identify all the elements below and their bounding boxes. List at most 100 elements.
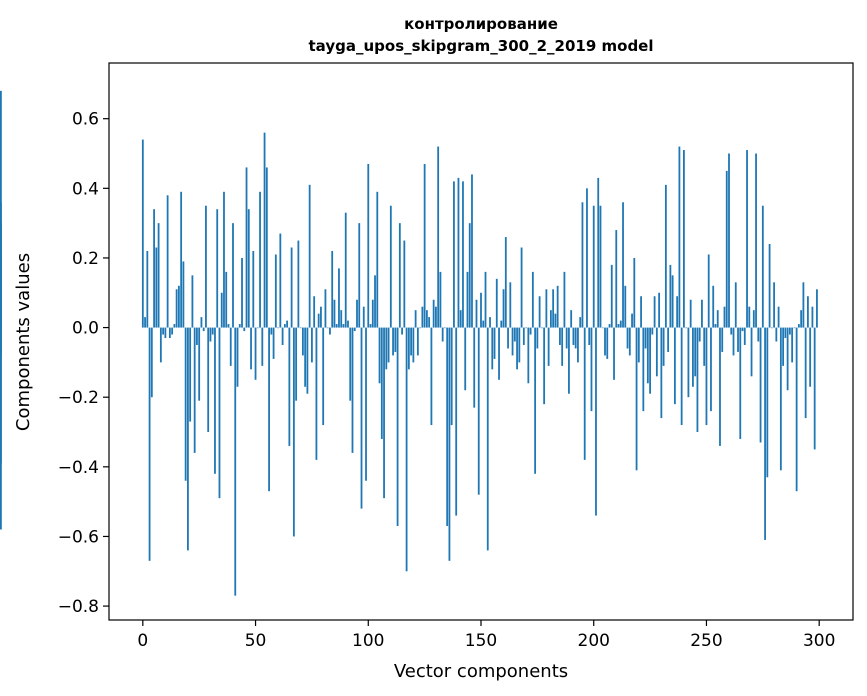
bar-component-153: [486, 327, 489, 551]
bar-component-256: [719, 327, 721, 446]
bar-component-247: [698, 327, 701, 342]
bar-component-296: [809, 327, 812, 387]
bar-component-214: [624, 285, 627, 328]
bar-component-135: [446, 327, 449, 527]
bar-component-157: [495, 278, 498, 328]
bar-component-251: [707, 254, 710, 328]
bar-component-101: [369, 324, 372, 328]
bar-component-115: [401, 327, 403, 335]
bar-component-164: [511, 327, 514, 356]
bar-component-259: [725, 170, 728, 328]
bar-component-240: [683, 150, 685, 328]
bar-component-244: [692, 327, 694, 387]
bar-component-97: [360, 327, 363, 509]
bar-component-40: [232, 223, 234, 328]
bar-component-190: [570, 310, 573, 328]
bar-component-64: [286, 320, 289, 328]
bar-component-264: [737, 327, 739, 352]
bar-component-77: [315, 327, 318, 460]
bar-component-198: [588, 327, 591, 345]
bar-component-255: [716, 310, 719, 328]
bar-component-170: [525, 327, 527, 329]
bar-component-102: [371, 299, 374, 328]
bar-component-130: [435, 306, 437, 328]
bar-component-150: [480, 292, 482, 328]
bar-component-2: [146, 250, 149, 328]
bar-component-78: [317, 313, 320, 328]
bar-component-221: [640, 296, 642, 328]
bar-component-151: [482, 320, 485, 328]
bar-component-92: [349, 327, 352, 401]
bar-component-19: [184, 327, 187, 481]
bar-component-68: [295, 327, 298, 401]
bar-component-70: [299, 327, 302, 329]
bar-component-177: [540, 327, 543, 329]
x-tick-label: 50: [245, 631, 267, 651]
bar-component-94: [353, 327, 356, 332]
bar-component-17: [180, 191, 183, 328]
bar-component-114: [398, 223, 401, 328]
bar-component-109: [387, 327, 390, 363]
bar-component-65: [288, 327, 291, 446]
bar-component-51: [256, 327, 259, 329]
x-tick-label: 150: [465, 631, 497, 651]
bar-component-162: [507, 327, 509, 349]
bar-component-172: [529, 327, 532, 335]
bar-component-74: [308, 184, 311, 328]
bar-component-31: [211, 327, 214, 335]
bar-component-73: [306, 327, 309, 394]
bar-component-105: [378, 327, 381, 384]
bar-component-226: [651, 327, 654, 335]
bar-component-252: [710, 327, 712, 412]
bar-component-67: [292, 327, 295, 537]
bar-component-143: [464, 327, 467, 391]
x-tick-label: 300: [803, 631, 835, 651]
x-tick-label: 100: [352, 631, 384, 651]
bar-component-62: [281, 327, 284, 345]
bar-component-201: [595, 327, 597, 516]
bar-component-167: [518, 327, 521, 363]
bar-component-127: [428, 317, 431, 328]
bar-component-87: [338, 268, 340, 328]
bar-component-140: [457, 177, 460, 328]
bar-component-131: [437, 146, 440, 328]
bar-component-285: [784, 327, 787, 339]
bar-component-42: [236, 327, 239, 387]
bar-component-227: [653, 296, 656, 328]
bar-component-100: [367, 163, 370, 328]
bar-component-243: [689, 299, 692, 328]
bar-component-63: [283, 324, 286, 328]
bar-component-21: [189, 327, 192, 422]
bar-component-271: [752, 310, 755, 328]
bar-component-228: [655, 327, 658, 377]
bar-component-272: [755, 153, 757, 328]
bar-component-224: [646, 327, 649, 384]
bar-component-239: [680, 327, 683, 426]
bar-component-106: [380, 327, 383, 439]
bar-component-14: [173, 324, 176, 328]
bar-component-206: [606, 327, 609, 359]
bar-component-246: [696, 327, 699, 433]
bar-component-32: [214, 327, 216, 474]
y-tick-label: 0.0: [72, 319, 99, 339]
bar-component-235: [671, 275, 674, 328]
bar-component-183: [554, 313, 557, 328]
bar-component-54: [263, 132, 266, 328]
bar-component-196: [583, 327, 586, 460]
bar-component-18: [182, 261, 185, 328]
bar-component-197: [586, 188, 588, 328]
bar-component-16: [177, 285, 180, 328]
bar-component-218: [633, 257, 636, 328]
bar-component-55: [265, 167, 268, 328]
bar-component-35: [220, 292, 223, 328]
bar-component-5: [153, 209, 155, 328]
bar-component-113: [396, 327, 399, 527]
bar-component-46: [245, 167, 248, 328]
bar-component-107: [383, 327, 385, 499]
bar-component-59: [274, 254, 277, 328]
bar-component-80: [322, 327, 325, 426]
bar-component-262: [732, 327, 735, 356]
bar-component-7: [157, 223, 160, 328]
bar-component-29: [207, 327, 210, 433]
